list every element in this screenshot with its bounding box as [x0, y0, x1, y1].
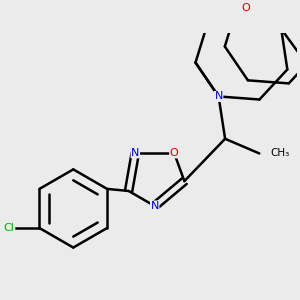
- Text: O: O: [242, 3, 250, 14]
- Text: Cl: Cl: [4, 223, 15, 233]
- Text: N: N: [214, 92, 223, 101]
- Text: O: O: [170, 148, 178, 158]
- Text: N: N: [151, 201, 159, 211]
- Text: CH₃: CH₃: [270, 148, 289, 158]
- Text: N: N: [131, 148, 140, 158]
